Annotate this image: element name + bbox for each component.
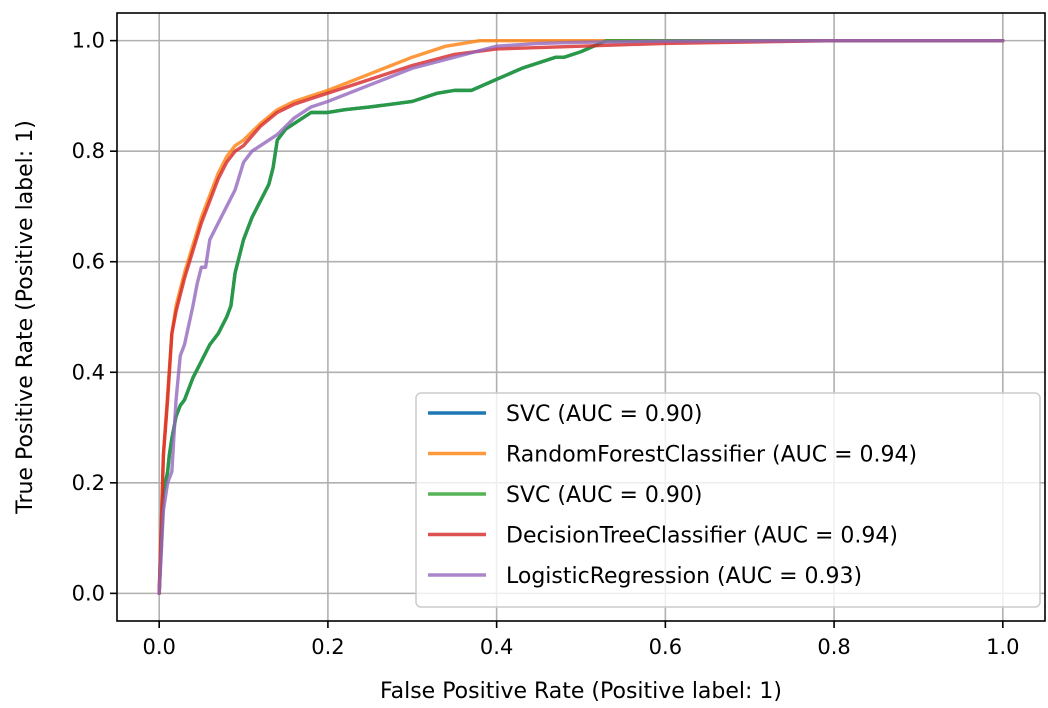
y-axis-label: True Positive Rate (Positive label: 1) xyxy=(13,120,38,515)
legend-box xyxy=(415,392,1041,608)
legend-label-3: DecisionTreeClassifier (AUC = 0.94) xyxy=(506,524,898,549)
x-tick-label: 0.6 xyxy=(649,635,682,659)
legend-label-2: SVC (AUC = 0.90) xyxy=(506,483,702,508)
y-tick-label: 0.4 xyxy=(72,360,105,384)
series-line-4 xyxy=(157,38,1005,596)
y-tick-label: 0.2 xyxy=(72,471,105,495)
series-line-3 xyxy=(157,38,1005,596)
x-tick-label: 0.0 xyxy=(142,635,175,659)
y-tick-label: 1.0 xyxy=(72,29,105,53)
x-tick-label: 1.0 xyxy=(986,635,1019,659)
y-tick-label: 0.0 xyxy=(72,581,105,605)
legend-label-4: LogisticRegression (AUC = 0.93) xyxy=(506,564,862,589)
grid xyxy=(117,13,1045,621)
y-tick-label: 0.8 xyxy=(72,139,105,163)
axis-ticks: 0.0 0.2 0.4 0.6 0.8 1.0 0.0 0.2 0.4 0.6 0.8 1.0 xyxy=(72,29,1020,659)
legend-label-0: SVC (AUC = 0.90) xyxy=(506,402,702,427)
legend: SVC (AUC = 0.90) RandomForestClassifier (… xyxy=(415,392,1041,608)
x-tick-label: 0.2 xyxy=(311,635,344,659)
x-tick-label: 0.4 xyxy=(480,635,513,659)
x-axis-label: False Positive Rate (Positive label: 1) xyxy=(380,679,782,704)
series-lines xyxy=(157,38,1005,596)
legend-label-1: RandomForestClassifier (AUC = 0.94) xyxy=(506,443,917,468)
y-tick-label: 0.6 xyxy=(72,250,105,274)
x-tick-label: 0.8 xyxy=(817,635,850,659)
plot-frame xyxy=(116,12,1046,622)
series-line-2 xyxy=(157,38,1005,596)
